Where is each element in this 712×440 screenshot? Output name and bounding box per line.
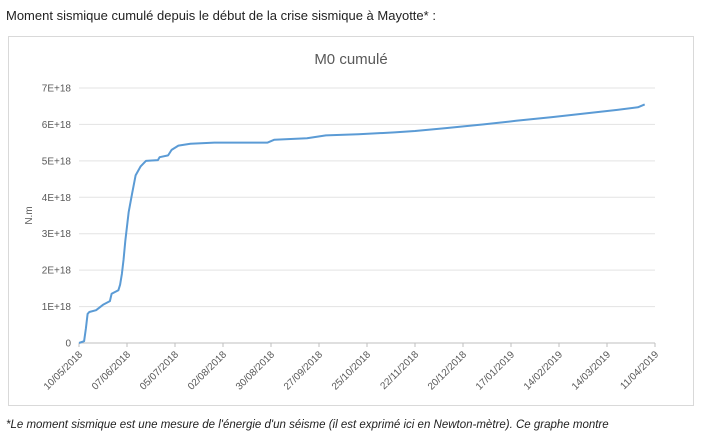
series-line <box>78 103 646 344</box>
y-tick-label: 5E+18 <box>42 156 72 167</box>
x-tick-label: 22/11/2018 <box>378 349 421 392</box>
y-tick-label: 1E+18 <box>42 302 72 313</box>
page-heading: Moment sismique cumulé depuis le début d… <box>6 8 436 23</box>
line-chart: 0 1E+18 2E+18 3E+18 4E+18 5E+18 6E+18 7E+18 N.m 1… <box>24 84 661 393</box>
x-tick-label: 07/06/2018 <box>90 349 133 392</box>
x-tick-label: 14/03/2019 <box>570 349 613 392</box>
chart-title: M0 cumulé <box>314 51 388 68</box>
y-tick-label: 6E+18 <box>42 120 72 131</box>
x-tick-label: 14/02/2019 <box>522 349 565 392</box>
y-tick-label: 3E+18 <box>42 229 72 240</box>
x-tick-label: 10/05/2018 <box>42 349 85 392</box>
x-tick-label: 30/08/2018 <box>234 349 277 392</box>
x-tick-label: 27/09/2018 <box>282 349 325 392</box>
x-tick-label: 05/07/2018 <box>138 349 181 392</box>
chart-container: M0 cumulé 0 1E+18 2E+18 3E+18 4E+18 5E+18 6E+1… <box>8 36 694 406</box>
y-tick-label: 0 <box>65 339 71 350</box>
x-tick-label: 17/01/2019 <box>474 349 517 392</box>
x-tick-label: 02/08/2018 <box>186 349 229 392</box>
y-tick-label: 2E+18 <box>42 266 72 277</box>
x-tick-label: 20/12/2018 <box>426 349 469 392</box>
y-axis-label: N.m <box>24 206 35 224</box>
footnote: *Le moment sismique est une mesure de l'… <box>6 419 609 431</box>
x-tick-label: 11/04/2019 <box>618 349 661 392</box>
x-tick-label: 25/10/2018 <box>330 349 373 392</box>
y-tick-label: 7E+18 <box>42 84 72 95</box>
y-tick-label: 4E+18 <box>42 193 72 204</box>
